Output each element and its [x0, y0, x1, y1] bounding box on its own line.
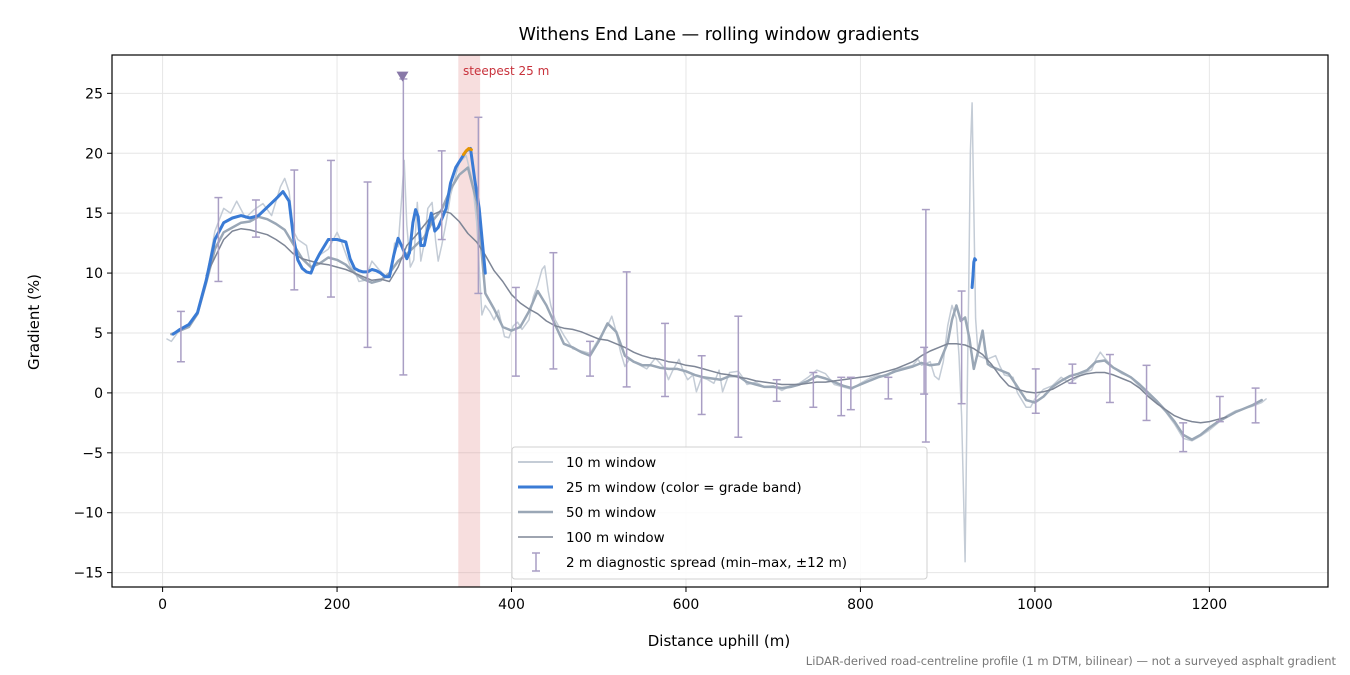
errorbar [511, 286, 520, 377]
errorbar [474, 116, 483, 295]
legend-frame [511, 446, 928, 580]
legend-label-50m: 50 m window [566, 505, 656, 521]
y-tick-label: 10 [85, 266, 103, 282]
legend-label-25m: 25 m window (color = grade band) [566, 480, 802, 496]
errorbar [1215, 395, 1224, 423]
errorbar [622, 271, 631, 388]
errorbar [1068, 363, 1077, 385]
errorbar [1251, 387, 1260, 424]
y-tick-label: 15 [85, 206, 103, 222]
series-segment-1-0 [462, 147, 473, 156]
series-segment-1-1 [970, 257, 978, 289]
errorbar [251, 199, 260, 238]
errorbar [176, 310, 185, 363]
x-axis-label: Distance uphill (m) [648, 632, 790, 650]
errorbar [1105, 353, 1114, 404]
x-tick-label: 800 [847, 597, 874, 613]
y-tick-label: −15 [73, 566, 103, 582]
y-axis-label: Gradient (%) [25, 274, 43, 370]
errorbar [697, 354, 706, 416]
errorbar [437, 150, 446, 241]
errorbar-layer [176, 78, 1260, 453]
errorbar [214, 196, 223, 283]
series-line-0 [166, 102, 1267, 563]
errorbar [809, 371, 818, 409]
errorbar [884, 376, 893, 400]
y-tick-label: 20 [85, 146, 103, 162]
legend-label-10m: 10 m window [566, 455, 656, 471]
x-tick-label: 200 [324, 597, 351, 613]
errorbar [837, 376, 846, 417]
errorbar [846, 376, 855, 411]
errorbar [1179, 422, 1188, 453]
errorbar [921, 208, 930, 443]
errorbar [1142, 364, 1151, 422]
legend-swatch-errorbar [532, 552, 540, 572]
x-tick-label: 400 [498, 597, 525, 613]
x-axis-ticks: 0 200 400 600 800 1000 1200 [158, 587, 1227, 613]
errorbar [661, 322, 670, 398]
peak-marker [396, 71, 409, 82]
errorbar [290, 169, 299, 291]
y-axis-ticks: −15 −10 −5 0 5 10 15 20 25 [73, 86, 112, 582]
errorbar [772, 378, 781, 403]
axes-frame [111, 54, 1329, 588]
errorbar [326, 159, 335, 298]
x-tick-label: 0 [158, 597, 167, 613]
y-tick-label: −10 [73, 506, 103, 522]
x-tick-label: 600 [673, 597, 700, 613]
chart-title: Withens End Lane — rolling window gradie… [519, 25, 920, 45]
x-tick-label: 1000 [1017, 597, 1053, 613]
y-tick-label: 5 [94, 326, 103, 342]
steepest-label: steepest 25 m [463, 64, 549, 78]
y-tick-label: −5 [82, 446, 103, 462]
errorbar [734, 315, 743, 438]
legend: 10 m window 25 m window (color = grade b… [511, 446, 928, 580]
errorbar [920, 346, 929, 395]
steepest-span-group [458, 55, 481, 587]
peak-marker-layer [396, 71, 409, 82]
legend-label-100m: 100 m window [566, 530, 665, 546]
errorbar [363, 181, 372, 349]
errorbar [549, 251, 558, 370]
y-tick-label: 0 [94, 386, 103, 402]
errorbar [586, 340, 595, 377]
series-line-3 [205, 210, 1228, 424]
steepest-span [458, 55, 481, 587]
legend-label-errorbar: 2 m diagnostic spread (min–max, ±12 m) [566, 555, 847, 571]
errorbar [957, 290, 966, 405]
x-tick-label: 1200 [1192, 597, 1228, 613]
y-tick-label: 25 [85, 86, 103, 102]
footnote: LiDAR-derived road-centreline profile (1… [806, 654, 1337, 668]
errorbar [1031, 368, 1040, 415]
